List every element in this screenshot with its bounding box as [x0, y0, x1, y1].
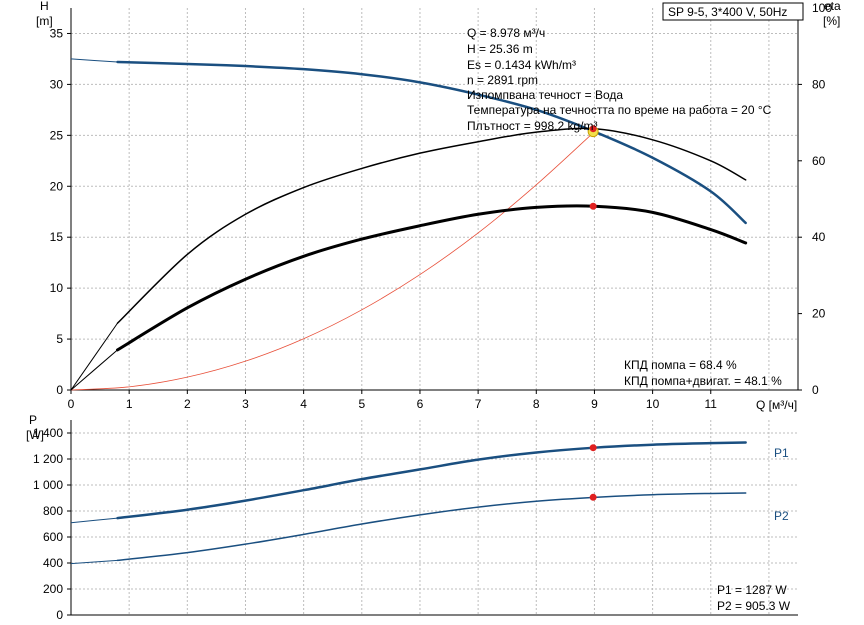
y-tick-label: 35	[50, 26, 64, 40]
y2-tick-label: 40	[812, 230, 826, 244]
x-tick-label: 6	[417, 397, 424, 411]
y-tick-label: 15	[50, 230, 64, 244]
x-tick-label: 9	[591, 397, 598, 411]
y-tick-label: 20	[50, 179, 64, 193]
power-y-axis-unit: [W]	[26, 428, 44, 442]
power-y-tick-label: 600	[43, 530, 63, 544]
info-flow: Q = 8.978 м³/ч	[467, 26, 545, 40]
tick-labels: 0 1 2 3 4 5 6 7 8 9 10 11 0 5 10 15 20 25 30 35 0 20 40 60 80 100…	[33, 1, 832, 622]
x-tick-label: 4	[300, 397, 307, 411]
info-speed: n = 2891 rpm	[467, 73, 538, 87]
system-curve	[70, 131, 595, 391]
power-y-tick-label: 0	[56, 608, 63, 622]
power-y-tick-label: 1 200	[33, 452, 63, 466]
power-p1-value: P1 = 1287 W	[717, 583, 787, 597]
p1-marker	[589, 444, 597, 452]
power-y-tick-label: 1 400	[33, 426, 63, 440]
power-p2-value: P2 = 905.3 W	[717, 599, 791, 613]
title-box	[662, 2, 804, 21]
power-y-tick-label: 800	[43, 504, 63, 518]
y-axis-unit: [m]	[36, 14, 53, 28]
pump-efficiency-curve	[116, 127, 747, 324]
info-liquid: Изпомпвана течност = Вода	[467, 88, 623, 102]
markers	[587, 125, 599, 501]
p1-curve	[116, 441, 747, 520]
y2-tick-label: 80	[812, 77, 826, 91]
pump-efficiency-marker	[589, 125, 597, 133]
bottom-grid	[70, 420, 798, 616]
y2-axis-unit: [%]	[823, 14, 840, 28]
x-axis-title: Q [м³/ч]	[756, 398, 797, 412]
y2-tick-label: 60	[812, 154, 826, 168]
total-efficiency-curve-extension	[70, 349, 118, 391]
p2-curve-extension	[70, 559, 118, 565]
x-tick-label: 2	[184, 397, 191, 411]
y-tick-label: 30	[50, 77, 64, 91]
power-y-tick-label: 400	[43, 556, 63, 570]
y-tick-label: 5	[56, 332, 63, 346]
x-tick-label: 0	[68, 397, 75, 411]
power-y-axis-title: P	[29, 413, 37, 427]
x-tick-label: 7	[475, 397, 482, 411]
p2-marker	[589, 493, 597, 501]
efficiency-pump-label: КПД помпа = 68.4 %	[624, 358, 737, 372]
y-tick-label: 25	[50, 128, 64, 142]
curves	[70, 58, 748, 565]
series-label-p2: P2	[774, 509, 789, 523]
y2-tick-label: 0	[812, 383, 819, 397]
y-tick-label: 0	[56, 383, 63, 397]
y2-axis-title: eta	[824, 0, 841, 13]
y2-tick-label: 100	[812, 1, 832, 15]
top-grid	[70, 8, 798, 391]
title-box-text: SP 9-5, 3*400 V, 50Hz	[668, 5, 787, 19]
y-axis-title: H	[40, 0, 49, 13]
head-curve-extension	[70, 58, 118, 63]
info-head: H = 25.36 m	[467, 42, 533, 56]
p2-curve	[116, 492, 747, 562]
total-efficiency-marker	[589, 202, 597, 210]
series-label-p1: P1	[774, 446, 789, 460]
x-tick-label: 8	[533, 397, 540, 411]
efficiency-total-label: КПД помпа+двигат. = 48.1 %	[624, 374, 782, 388]
head-curve	[116, 60, 747, 225]
x-tick-label: 10	[646, 397, 660, 411]
y-tick-label: 10	[50, 281, 64, 295]
x-tick-label: 3	[242, 397, 249, 411]
x-tick-label: 11	[705, 397, 718, 411]
total-efficiency-curve	[116, 204, 748, 352]
info-temperature: Температура на течността по време на раб…	[467, 103, 772, 117]
power-y-tick-label: 1 000	[33, 478, 63, 492]
y2-tick-label: 20	[812, 307, 826, 321]
x-tick-label: 1	[126, 397, 133, 411]
pump-efficiency-curve-extension	[70, 322, 118, 391]
x-tick-label: 5	[358, 397, 365, 411]
p1-curve-extension	[70, 517, 118, 524]
axes	[67, 7, 802, 616]
info-density: Плътност = 998.2 kg/m³	[467, 119, 597, 133]
info-energy: Es = 0.1434 kWh/m³	[467, 58, 576, 72]
power-y-tick-label: 200	[43, 582, 63, 596]
